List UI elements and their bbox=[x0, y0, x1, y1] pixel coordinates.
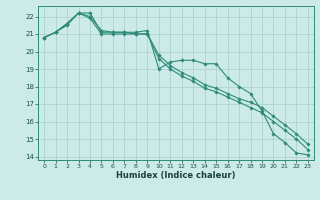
X-axis label: Humidex (Indice chaleur): Humidex (Indice chaleur) bbox=[116, 171, 236, 180]
